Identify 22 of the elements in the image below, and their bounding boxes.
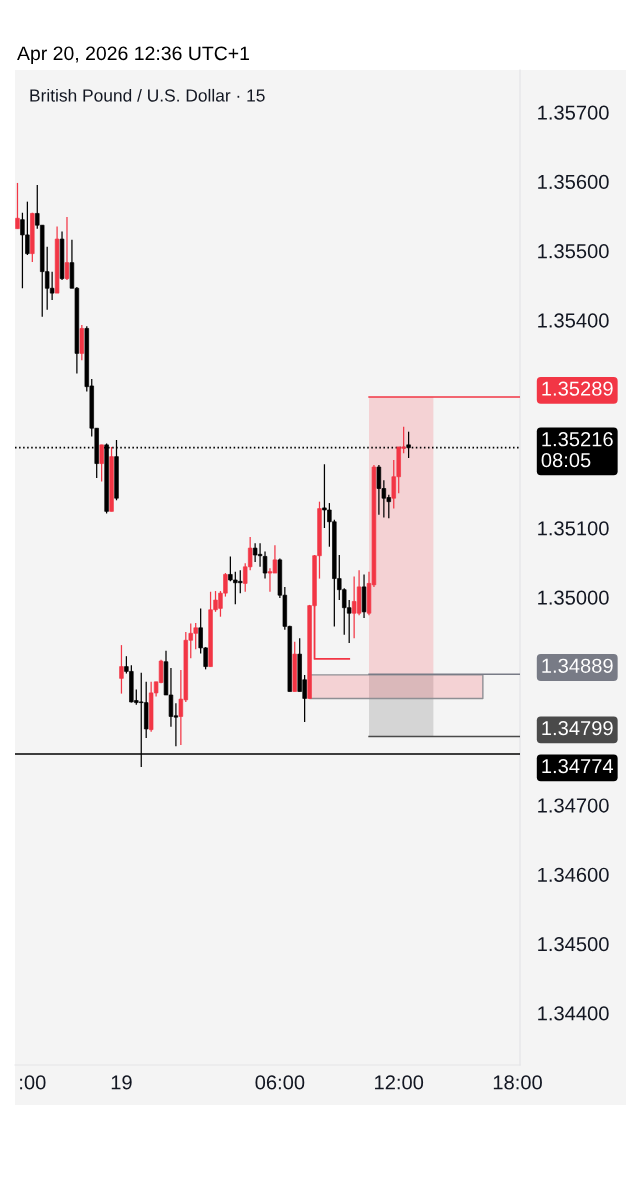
y-tick-label: 1.34400 (538, 1006, 609, 1021)
y-tick-label: 1.35700 (538, 105, 609, 120)
text: British Pound / U.S. Dollar · 15 (30, 88, 265, 102)
y-tick-label: 1.35400 (538, 313, 609, 328)
ref-line-label: 1.35216 08:05 (541, 432, 613, 468)
x-tick-label: 12:00 (375, 1075, 424, 1090)
ref-line-label: 1.34889 (542, 658, 613, 673)
ref-line-label: 1.34799 (542, 721, 613, 736)
y-tick-label: 1.34500 (538, 936, 609, 952)
y-tick-label: 1.35000 (538, 590, 609, 605)
y-tick-label: 1.35500 (538, 244, 609, 259)
x-tick-label: 19 (111, 1075, 132, 1090)
x-tick-label: :00 (20, 1075, 46, 1090)
y-tick-label: 1.34700 (538, 798, 609, 813)
y-tick-label: 1.35100 (538, 521, 609, 536)
text: Apr 20, 2026 12:36 UTC+1 (17, 46, 249, 65)
x-tick-label: 06:00 (255, 1075, 305, 1090)
ref-line-label: 1.35289 (542, 381, 613, 396)
y-tick-label: 1.35600 (538, 174, 609, 190)
y-tick-label: 1.34600 (538, 867, 609, 882)
x-tick-label: 18:00 (493, 1075, 542, 1090)
ref-line-label: 1.34774 (542, 759, 614, 774)
